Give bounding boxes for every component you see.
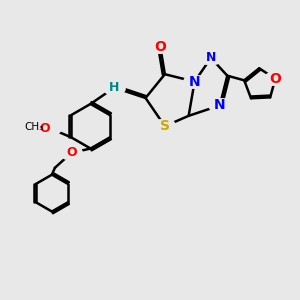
Text: O: O — [40, 122, 50, 135]
Text: CH₃: CH₃ — [25, 122, 44, 132]
Text: S: S — [160, 119, 170, 133]
Text: N: N — [206, 51, 216, 64]
Text: H: H — [109, 81, 119, 94]
Text: N: N — [189, 75, 200, 88]
Text: O: O — [66, 146, 76, 160]
Text: O: O — [269, 72, 281, 86]
Text: N: N — [214, 98, 226, 112]
Text: O: O — [154, 40, 166, 55]
